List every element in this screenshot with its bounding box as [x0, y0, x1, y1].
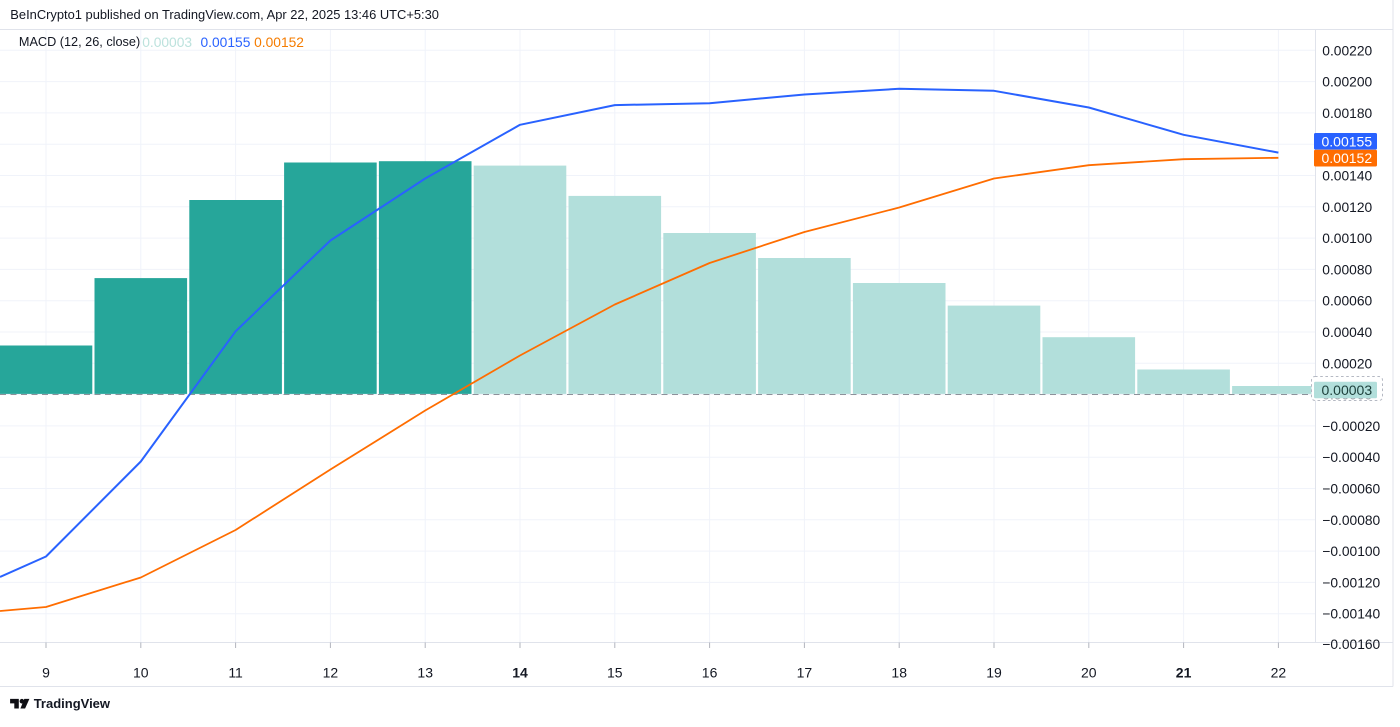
- svg-text:−0.00100: −0.00100: [1322, 544, 1380, 559]
- svg-text:0.00003: 0.00003: [142, 35, 192, 50]
- svg-text:21: 21: [1176, 665, 1192, 681]
- svg-text:16: 16: [702, 665, 718, 681]
- svg-text:20: 20: [1081, 665, 1097, 681]
- svg-text:0.00155: 0.00155: [201, 35, 251, 50]
- svg-text:0.00003: 0.00003: [1322, 382, 1373, 398]
- svg-text:13: 13: [417, 665, 433, 681]
- svg-text:0.00155: 0.00155: [1322, 133, 1373, 149]
- svg-text:17: 17: [797, 665, 813, 681]
- svg-text:15: 15: [607, 665, 623, 681]
- svg-text:0.00040: 0.00040: [1322, 325, 1372, 340]
- svg-text:0.00200: 0.00200: [1322, 75, 1372, 90]
- svg-text:12: 12: [323, 665, 339, 681]
- svg-text:−0.00140: −0.00140: [1322, 607, 1380, 622]
- svg-text:0.00152: 0.00152: [254, 35, 304, 50]
- svg-text:−0.00040: −0.00040: [1322, 450, 1380, 465]
- svg-text:−0.00080: −0.00080: [1322, 513, 1380, 528]
- svg-text:0.00220: 0.00220: [1322, 43, 1372, 58]
- svg-text:10: 10: [133, 665, 149, 681]
- svg-text:−0.00160: −0.00160: [1322, 637, 1380, 652]
- svg-text:0.00152: 0.00152: [1322, 150, 1373, 166]
- svg-text:TradingView: TradingView: [34, 696, 111, 711]
- svg-text:22: 22: [1271, 665, 1287, 681]
- svg-text:14: 14: [512, 665, 528, 681]
- svg-text:0.00080: 0.00080: [1322, 262, 1372, 277]
- svg-text:0.00120: 0.00120: [1322, 200, 1372, 215]
- svg-text:0.00100: 0.00100: [1322, 231, 1372, 246]
- svg-text:11: 11: [228, 665, 243, 681]
- svg-text:18: 18: [891, 665, 907, 681]
- svg-text:−0.00060: −0.00060: [1322, 482, 1380, 497]
- svg-text:−0.00120: −0.00120: [1322, 575, 1380, 590]
- svg-text:0.00060: 0.00060: [1322, 294, 1372, 309]
- svg-text:MACD (12, 26, close): MACD (12, 26, close): [19, 35, 140, 49]
- svg-text:19: 19: [986, 665, 1002, 681]
- svg-text:0.00020: 0.00020: [1322, 356, 1372, 371]
- svg-text:9: 9: [42, 665, 50, 681]
- svg-text:−0.00020: −0.00020: [1322, 419, 1380, 434]
- svg-text:0.00140: 0.00140: [1322, 169, 1372, 184]
- svg-text:BeInCrypto1 published on Tradi: BeInCrypto1 published on TradingView.com…: [10, 7, 439, 22]
- svg-text:0.00180: 0.00180: [1322, 106, 1372, 121]
